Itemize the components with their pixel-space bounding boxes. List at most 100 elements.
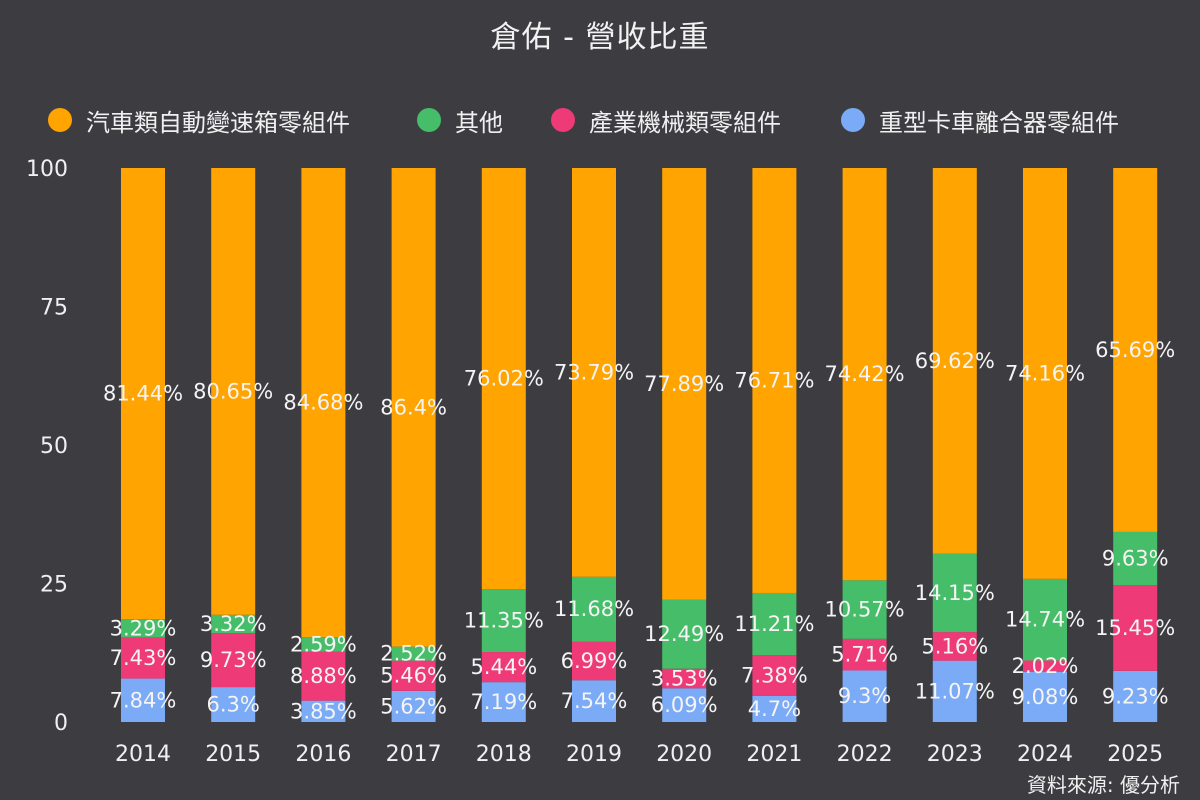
legend-item-auto-transmission[interactable]: 汽車類自動變速箱零組件 (48, 100, 350, 140)
data-label: 86.4% (380, 395, 447, 419)
bar-segment[interactable] (121, 678, 165, 722)
bar-segment[interactable] (121, 619, 165, 638)
bar-segment[interactable] (481, 168, 526, 590)
data-label: 7.54% (561, 689, 628, 713)
bar-segment[interactable] (752, 695, 797, 722)
legend-item-other[interactable]: 其他 (417, 100, 503, 140)
bar-stack-2024[interactable] (1023, 168, 1067, 722)
bar-segment[interactable] (572, 641, 616, 681)
bar-segment[interactable] (481, 682, 526, 722)
data-label: 14.15% (915, 581, 995, 605)
bar-segment[interactable] (752, 655, 797, 696)
bar-segment[interactable] (662, 668, 707, 689)
bar-stack-2023[interactable] (932, 168, 977, 722)
bar-segment[interactable] (752, 592, 797, 656)
bar-segment[interactable] (391, 646, 436, 661)
bar-stack-2014[interactable] (121, 168, 165, 722)
bar-stack-2017[interactable] (391, 168, 436, 722)
data-label: 8.88% (290, 664, 357, 688)
data-label: 6.09% (651, 693, 718, 717)
bar-segment[interactable] (572, 680, 616, 722)
data-label: 76.02% (464, 367, 544, 391)
bar-stack-2022[interactable] (842, 168, 887, 722)
y-tick-label: 75 (40, 296, 68, 321)
bar-segment[interactable] (391, 660, 436, 691)
legend-item-industrial-machinery[interactable]: 產業機械類零組件 (551, 100, 781, 140)
legend-swatch-industrial-machinery (551, 108, 575, 132)
bar-segment[interactable] (842, 638, 887, 671)
data-label: 7.43% (110, 646, 177, 670)
bar-segment[interactable] (1023, 671, 1067, 722)
bar-stack-2016[interactable] (301, 168, 346, 722)
data-label: 76.71% (734, 368, 814, 392)
bar-segment[interactable] (572, 576, 616, 642)
bar-segment[interactable] (932, 660, 977, 722)
legend-item-heavy-truck-clutch[interactable]: 重型卡車離合器零組件 (841, 100, 1119, 140)
bar-segment[interactable] (662, 599, 707, 669)
x-tick-label: 2014 (115, 742, 171, 767)
source-note: 資料來源: 優分析 (1026, 773, 1180, 797)
bar-stack-2021[interactable] (752, 168, 797, 722)
bar-stack-2018[interactable] (481, 168, 526, 722)
bar-segment[interactable] (481, 652, 526, 683)
legend-label-industrial-machinery: 產業機械類零組件 (589, 108, 781, 137)
legend-label-auto-transmission: 汽車類自動變速箱零組件 (86, 108, 350, 137)
bar-segment[interactable] (391, 690, 436, 722)
data-label: 14.74% (1005, 608, 1085, 632)
legend-swatch-auto-transmission (48, 108, 72, 132)
data-label: 77.89% (644, 372, 724, 396)
bar-segment[interactable] (1023, 578, 1067, 661)
bar-segment[interactable] (932, 553, 977, 633)
bar-segment[interactable] (1113, 585, 1158, 671)
bar-segment[interactable] (391, 168, 436, 647)
bar-segment[interactable] (932, 168, 977, 554)
bar-segment[interactable] (1023, 660, 1067, 672)
bar-segment[interactable] (932, 632, 977, 661)
x-tick-label: 2016 (295, 742, 351, 767)
x-tick-label: 2019 (566, 742, 622, 767)
data-label: 3.85% (290, 699, 357, 723)
data-label: 65.69% (1095, 338, 1175, 362)
y-tick-label: 0 (54, 711, 68, 736)
bar-segment[interactable] (211, 633, 256, 688)
bar-segment[interactable] (1113, 670, 1158, 722)
bar-segment[interactable] (752, 168, 797, 593)
bar-stacks (121, 168, 1158, 722)
data-label: 11.35% (464, 609, 544, 633)
bar-segment[interactable] (211, 168, 256, 615)
bar-segment[interactable] (1113, 531, 1158, 586)
x-tick-label: 2025 (1107, 742, 1163, 767)
bar-stack-2025[interactable] (1113, 168, 1158, 722)
bar-segment[interactable] (121, 168, 165, 620)
bar-segment[interactable] (481, 589, 526, 653)
bar-segment[interactable] (1023, 168, 1067, 579)
data-label: 11.07% (915, 679, 995, 703)
bar-segment[interactable] (301, 168, 346, 638)
data-label: 3.53% (651, 666, 718, 690)
bar-segment[interactable] (1113, 168, 1158, 532)
bar-segment[interactable] (662, 688, 707, 722)
bar-segment[interactable] (211, 687, 256, 722)
data-label: 5.62% (380, 694, 447, 718)
bar-segment[interactable] (842, 670, 887, 722)
bar-segment[interactable] (301, 637, 346, 652)
bar-segment[interactable] (572, 168, 616, 577)
bar-stack-2020[interactable] (662, 168, 707, 722)
data-label: 80.65% (193, 379, 273, 403)
bar-stack-2019[interactable] (572, 168, 616, 722)
data-label: 81.44% (103, 382, 183, 406)
bar-segment[interactable] (842, 580, 887, 639)
bar-stack-2015[interactable] (211, 168, 256, 722)
x-tick-label: 2022 (837, 742, 893, 767)
bar-segment[interactable] (211, 614, 256, 634)
bar-segment[interactable] (301, 700, 346, 722)
bar-segment[interactable] (842, 168, 887, 581)
bar-segment[interactable] (662, 168, 707, 600)
data-label: 2.02% (1012, 654, 1079, 678)
data-labels: 7.84% 7.43% 3.29% 81.44% 6.3% 9.73% 3.32% 80.65… (103, 338, 1175, 723)
data-label: 9.23% (1102, 684, 1169, 708)
x-tick-label: 2021 (746, 742, 802, 767)
bar-segment[interactable] (301, 651, 346, 701)
bar-segment[interactable] (121, 637, 165, 679)
